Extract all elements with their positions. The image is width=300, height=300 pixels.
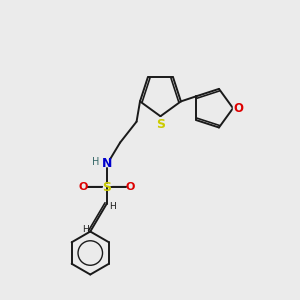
Text: S: S (102, 181, 111, 194)
Text: O: O (126, 182, 135, 192)
Text: O: O (233, 102, 243, 115)
Text: S: S (157, 118, 166, 131)
Text: O: O (78, 182, 88, 192)
Text: H: H (82, 225, 88, 234)
Text: N: N (101, 157, 112, 170)
Text: H: H (109, 202, 116, 211)
Text: H: H (92, 157, 99, 167)
